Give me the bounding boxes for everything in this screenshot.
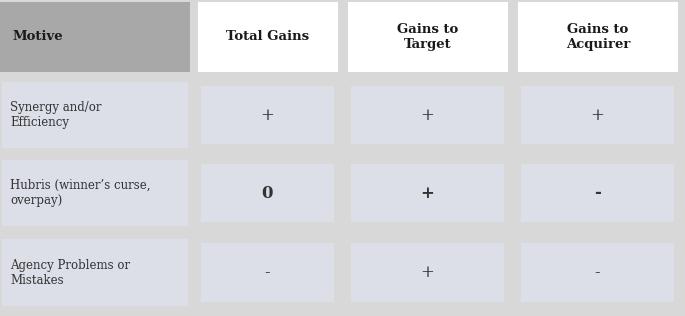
Bar — [351, 243, 504, 302]
Text: +: + — [421, 185, 434, 202]
Bar — [521, 164, 674, 222]
Bar — [351, 86, 504, 144]
Text: Gains to
Target: Gains to Target — [397, 23, 459, 51]
Bar — [521, 243, 674, 302]
Text: 0: 0 — [262, 185, 273, 202]
Bar — [201, 164, 334, 222]
Bar — [521, 86, 674, 144]
Text: -: - — [595, 264, 600, 281]
Bar — [2, 160, 188, 226]
Text: Synergy and/or
Efficiency: Synergy and/or Efficiency — [10, 101, 101, 129]
Text: +: + — [421, 264, 434, 281]
Text: +: + — [421, 106, 434, 124]
Bar — [518, 2, 678, 72]
Text: Agency Problems or
Mistakes: Agency Problems or Mistakes — [10, 258, 130, 287]
Bar — [351, 164, 504, 222]
Bar — [2, 239, 188, 306]
Bar — [198, 2, 338, 72]
Bar — [348, 2, 508, 72]
Bar — [201, 86, 334, 144]
Text: Gains to
Acquirer: Gains to Acquirer — [566, 23, 630, 51]
Text: -: - — [264, 264, 271, 281]
Bar — [201, 243, 334, 302]
Text: Hubris (winner’s curse,
overpay): Hubris (winner’s curse, overpay) — [10, 179, 151, 207]
Text: -: - — [594, 185, 601, 202]
Bar — [0, 2, 190, 72]
Text: +: + — [260, 106, 275, 124]
Text: Total Gains: Total Gains — [227, 31, 310, 44]
Text: +: + — [590, 106, 604, 124]
Text: Motive: Motive — [12, 31, 62, 44]
Bar — [2, 82, 188, 148]
